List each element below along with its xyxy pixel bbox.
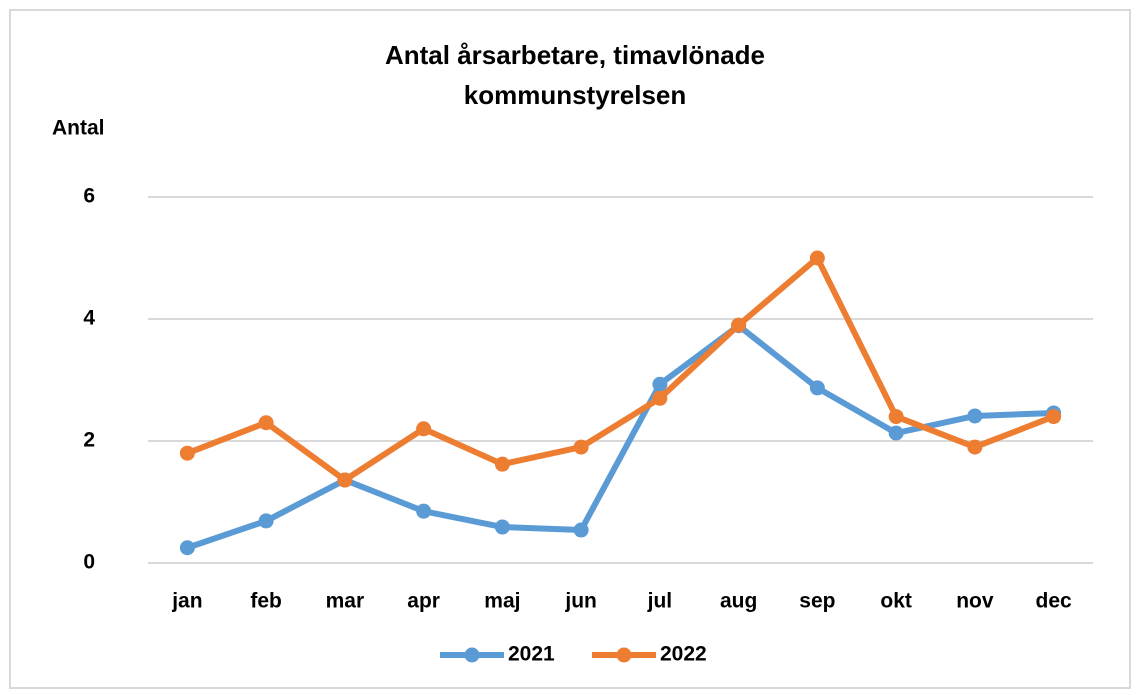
data-point	[652, 390, 668, 406]
data-point	[573, 439, 589, 455]
data-point	[416, 421, 432, 437]
x-tick-label: mar	[326, 590, 365, 613]
y-tick-label: 4	[83, 307, 95, 330]
legend-marker	[464, 647, 480, 663]
y-tick-label: 0	[83, 551, 95, 574]
data-point	[1046, 409, 1062, 425]
x-tick-label: sep	[799, 590, 835, 613]
series-line	[186, 322, 1054, 551]
data-point	[888, 409, 904, 425]
chart-border	[9, 9, 1131, 689]
data-point	[179, 540, 195, 556]
series-line	[186, 255, 1055, 484]
x-tick-label: apr	[407, 590, 440, 613]
legend-label: 2022	[660, 643, 707, 666]
chart-title: kommunstyrelsen	[464, 80, 687, 110]
data-point	[731, 317, 747, 333]
data-point	[258, 415, 274, 431]
data-point	[652, 376, 668, 392]
y-tick-label: 6	[83, 185, 95, 208]
data-point	[809, 250, 825, 266]
x-tick-label: jul	[647, 590, 673, 613]
data-point	[494, 456, 510, 472]
legend-marker	[616, 647, 632, 663]
x-tick-label: jun	[564, 590, 597, 613]
data-point	[809, 380, 825, 396]
x-tick-label: dec	[1036, 590, 1073, 613]
x-tick-label: nov	[956, 590, 994, 613]
data-point	[179, 445, 195, 461]
data-point	[888, 425, 904, 441]
data-point	[416, 503, 432, 519]
x-tick-label: maj	[484, 590, 520, 613]
x-tick-label: jan	[171, 590, 202, 613]
legend-label: 2021	[508, 643, 555, 666]
data-point	[258, 513, 274, 529]
data-point	[573, 522, 589, 538]
x-tick-label: feb	[250, 590, 282, 613]
chart-title: Antal årsarbetare, timavlönade	[385, 40, 765, 70]
data-point	[337, 472, 353, 488]
y-axis-label: Antal	[52, 117, 105, 140]
data-point	[967, 439, 983, 455]
data-point	[494, 519, 510, 535]
x-tick-label: aug	[720, 590, 757, 613]
data-point	[967, 408, 983, 424]
x-tick-label: okt	[880, 590, 912, 613]
y-tick-label: 2	[83, 429, 95, 452]
